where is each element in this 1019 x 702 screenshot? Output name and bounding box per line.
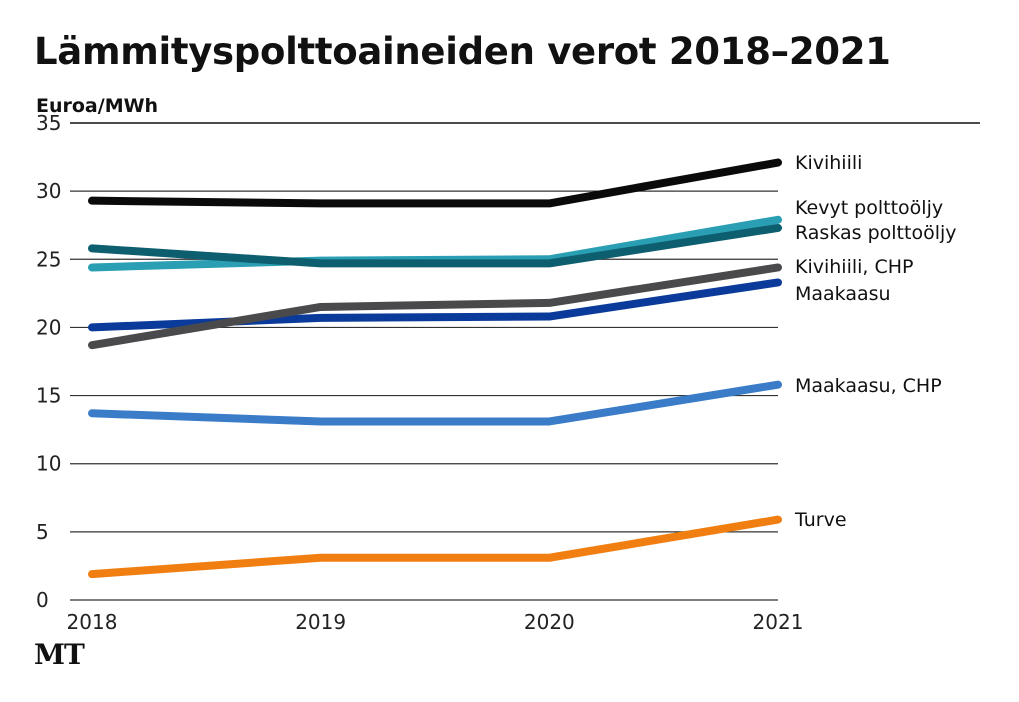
x-tick-label: 2020 xyxy=(524,610,575,634)
series-lines xyxy=(88,158,782,579)
series-label: Maakaasu xyxy=(795,283,891,305)
chart-title: Lämmityspolttoaineiden verot 2018–2021 xyxy=(34,30,891,73)
x-axis-ticks: 2018 2019 2020 2021 xyxy=(67,610,804,634)
y-tick-label: 5 xyxy=(36,520,49,544)
series-line-kivihiili-chp xyxy=(88,263,782,350)
series-label: Maakaasu, CHP xyxy=(795,375,942,397)
y-tick-label: 15 xyxy=(36,384,61,408)
series-labels: Kivihiili Kevyt polttoöljy Raskas polttoöl… xyxy=(794,152,957,531)
y-tick-label: 20 xyxy=(36,315,61,339)
y-tick-label: 10 xyxy=(36,452,61,476)
y-axis-label: Euroa/MWh xyxy=(36,95,159,117)
series-label: Turve xyxy=(794,509,847,531)
y-tick-label: 35 xyxy=(36,111,61,135)
series-line-maakaasu-chp xyxy=(88,380,782,426)
x-tick-label: 2018 xyxy=(67,610,118,634)
series-label: Kevyt polttoöljy xyxy=(795,197,943,219)
series-line-kivihiili xyxy=(88,158,782,208)
y-tick-label: 0 xyxy=(36,588,49,612)
x-tick-label: 2021 xyxy=(753,610,804,634)
series-label: Kivihiili xyxy=(795,152,862,174)
y-tick-label: 30 xyxy=(36,179,61,203)
series-line-raskas-poltto-ljy xyxy=(88,223,782,268)
publisher-logo: MT xyxy=(34,638,85,671)
series-line-turve xyxy=(88,515,782,579)
series-label: Raskas polttoöljy xyxy=(795,222,957,244)
series-label: Kivihiili, CHP xyxy=(795,256,914,278)
y-axis-ticks: 0 5 10 15 20 25 30 35 xyxy=(36,111,61,612)
y-tick-label: 25 xyxy=(36,247,61,271)
x-tick-label: 2019 xyxy=(295,610,346,634)
